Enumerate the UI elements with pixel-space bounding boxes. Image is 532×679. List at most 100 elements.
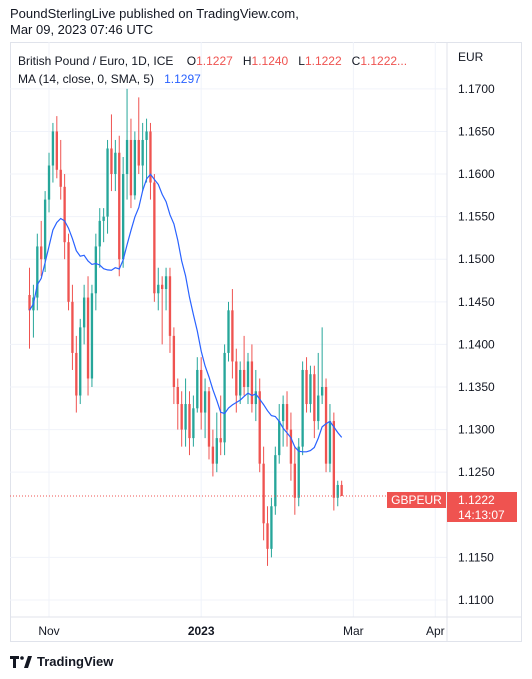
high-value: 1.1240 xyxy=(251,54,289,68)
candle-body xyxy=(235,361,238,396)
candle-body xyxy=(121,174,125,260)
last-price-value: 1.1222 xyxy=(458,493,495,507)
candle-body xyxy=(157,284,160,294)
high-label: H xyxy=(242,54,252,68)
low-value: 1.1222 xyxy=(304,54,342,68)
x-tick-label: Nov xyxy=(38,624,59,638)
candle-body xyxy=(309,374,312,405)
candle-body xyxy=(301,369,304,447)
candle-body xyxy=(67,242,70,302)
candle-body xyxy=(114,152,117,175)
candle-body xyxy=(266,523,269,549)
candle-body xyxy=(336,484,339,498)
candle-body xyxy=(211,446,215,464)
tradingview-branding[interactable]: TradingView xyxy=(10,654,113,669)
bar-countdown: 14:13:07 xyxy=(458,508,505,522)
ma-value: 1.1297 xyxy=(164,72,201,86)
candle-body xyxy=(305,369,308,405)
candle-body xyxy=(55,131,58,170)
x-tick-label: Mar xyxy=(343,624,364,638)
candle-body xyxy=(297,446,300,498)
low-label: L xyxy=(298,54,305,68)
candle-body xyxy=(98,220,101,247)
candle-body xyxy=(79,327,82,396)
candle-body xyxy=(149,131,152,183)
candle-body xyxy=(203,391,207,413)
candle-body xyxy=(90,293,94,379)
candle-body xyxy=(317,395,320,422)
candle-body xyxy=(328,421,332,464)
candlestick-chart[interactable]: 1.1700 1.1650 1.1600 1.1550 1.1500 1.1450 1.14… xyxy=(10,42,522,642)
publisher-line: PoundSterlingLive published on TradingVi… xyxy=(10,6,299,21)
candle-body xyxy=(110,148,113,175)
candle-body xyxy=(340,484,343,497)
y-tick-label: 1.1450 xyxy=(458,295,495,309)
chart-legend: British Pound / Euro, 1D, ICE O1.1227 H1… xyxy=(18,52,407,88)
candle-body xyxy=(176,387,179,405)
candle-body xyxy=(258,391,261,464)
candle-body xyxy=(59,169,62,187)
candle-body xyxy=(172,335,176,387)
candle-body xyxy=(278,421,281,456)
candle-body xyxy=(262,463,265,524)
close-value: 1.1222... xyxy=(360,54,408,68)
candle-body xyxy=(320,387,324,396)
candle-body xyxy=(184,404,187,430)
candle-body xyxy=(281,404,285,422)
last-price-tag: 1.1222 14:13:07 xyxy=(447,492,517,522)
candle-body xyxy=(125,139,129,175)
moving-average-line xyxy=(28,173,343,453)
candle-body xyxy=(223,352,226,443)
candle-body xyxy=(215,438,218,464)
candle-body xyxy=(71,301,74,353)
candle-body xyxy=(200,369,203,413)
candle-body xyxy=(180,404,183,430)
candle-body xyxy=(63,186,66,243)
candle-body xyxy=(250,361,254,405)
candle-body xyxy=(94,246,98,294)
candle-body xyxy=(207,391,211,447)
candle-body xyxy=(196,369,199,409)
currency-label: EUR xyxy=(458,50,484,64)
candle-body xyxy=(153,182,156,294)
candle-body xyxy=(227,310,230,353)
y-tick-label: 1.1350 xyxy=(458,380,495,394)
candle-body xyxy=(289,429,293,464)
candle-body xyxy=(40,246,43,260)
publish-header: PoundSterlingLive published on TradingVi… xyxy=(10,6,299,38)
candle-body xyxy=(129,139,133,196)
candle-body xyxy=(168,276,172,336)
candle-body xyxy=(324,387,328,464)
candle-body xyxy=(285,404,289,430)
ma-legend-row: MA (14, close, 0, SMA, 5) 1.1297 xyxy=(18,70,407,88)
y-tick-label: 1.1400 xyxy=(458,337,495,351)
y-tick-label: 1.1100 xyxy=(458,593,494,607)
publish-date: Mar 09, 2023 07:46 UTC xyxy=(10,22,154,37)
ma-label: MA (14, close, 0, SMA, 5) xyxy=(18,72,155,86)
candle-body xyxy=(188,404,191,439)
y-tick-label: 1.1150 xyxy=(458,550,494,564)
ohlc-legend-row: British Pound / Euro, 1D, ICE O1.1227 H1… xyxy=(18,52,407,70)
y-tick-label: 1.1250 xyxy=(458,465,495,479)
brand-name: TradingView xyxy=(37,654,114,669)
candle-body xyxy=(313,374,316,422)
candle-body xyxy=(293,463,297,498)
candle-body xyxy=(332,421,336,498)
open-value: 1.1227 xyxy=(196,54,233,68)
candle-body xyxy=(36,246,39,298)
candle-body xyxy=(145,131,148,140)
y-tick-label: 1.1500 xyxy=(458,252,495,266)
candle-body xyxy=(118,152,121,260)
candle-body xyxy=(219,438,222,443)
candle-body xyxy=(274,455,277,507)
candle-body xyxy=(133,139,137,196)
candle-body xyxy=(242,369,246,387)
candle-body xyxy=(75,352,78,396)
candle-body xyxy=(270,506,273,549)
y-tick-label: 1.1600 xyxy=(458,167,495,181)
open-label: O xyxy=(186,54,197,68)
candle-body xyxy=(28,295,31,311)
y-tick-label: 1.1650 xyxy=(458,124,495,138)
y-tick-label: 1.1300 xyxy=(458,423,495,437)
candle-body xyxy=(137,139,140,166)
